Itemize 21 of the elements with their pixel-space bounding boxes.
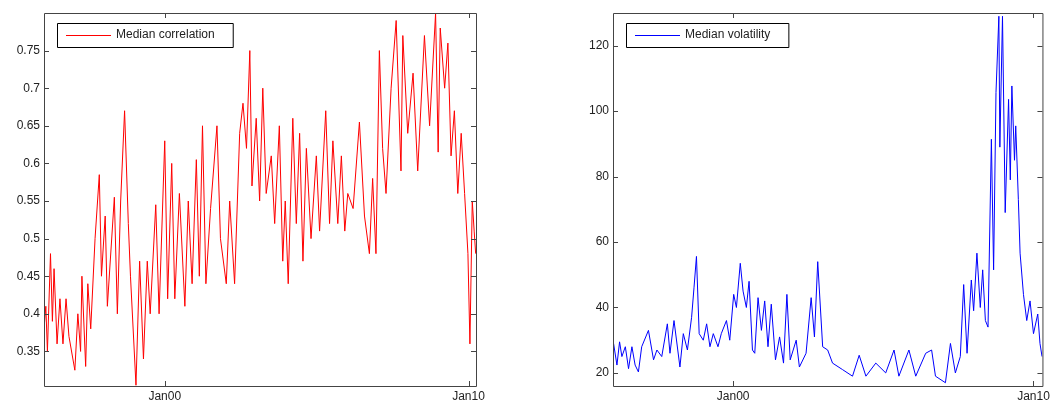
y-tick-label: 0.5 <box>23 230 41 245</box>
y-tick-label: 120 <box>588 38 610 53</box>
y-tick-label: 0.35 <box>16 343 41 358</box>
legend-label: Median correlation <box>116 27 215 42</box>
y-tick-label: 0.65 <box>16 118 41 133</box>
legend-label: Median volatility <box>685 27 771 42</box>
y-tick-label: 0.55 <box>16 193 41 208</box>
x-tick-label: Jan10 <box>1017 388 1051 403</box>
y-tick-label: 0.75 <box>16 42 41 57</box>
y-tick-label: 60 <box>595 234 610 249</box>
x-tick-label: Jan10 <box>452 388 486 403</box>
y-tick-label: 0.6 <box>23 155 41 170</box>
y-tick-label: 0.7 <box>23 80 41 95</box>
y-tick-label: 40 <box>595 299 610 314</box>
x-tick-label: Jan00 <box>716 388 750 403</box>
x-tick-label: Jan00 <box>148 388 182 403</box>
y-tick-label: 0.4 <box>23 306 41 321</box>
y-tick-label: 0.45 <box>16 268 41 283</box>
y-tick-label: 100 <box>588 103 610 118</box>
y-tick-label: 20 <box>595 365 610 380</box>
y-tick-label: 80 <box>595 168 610 183</box>
